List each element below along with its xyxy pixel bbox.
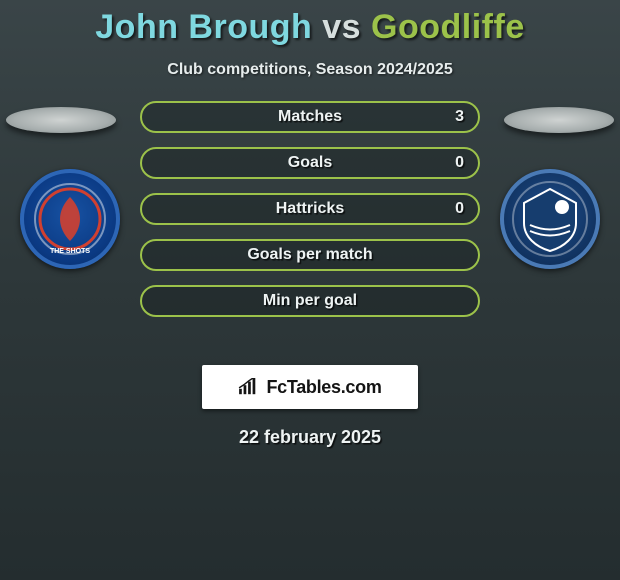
subtitle: Club competitions, Season 2024/2025 bbox=[0, 61, 620, 79]
fctables-watermark: FcTables.com bbox=[202, 365, 418, 409]
stat-bar: Hattricks 0 bbox=[140, 193, 480, 225]
bar-chart-icon bbox=[238, 378, 260, 396]
stat-value-right: 0 bbox=[455, 200, 464, 218]
player1-silhouette-shadow bbox=[6, 107, 116, 133]
comparison-stage: THE SHOTS Matches3Goals0Hattricks0Goals … bbox=[0, 101, 620, 347]
stat-value-right: 0 bbox=[455, 154, 464, 172]
stat-label: Min per goal bbox=[263, 292, 357, 310]
comparison-date: 22 february 2025 bbox=[0, 427, 620, 448]
stat-bar: Goals 0 bbox=[140, 147, 480, 179]
svg-text:THE SHOTS: THE SHOTS bbox=[50, 248, 90, 255]
vs-label: vs bbox=[322, 8, 361, 46]
crest-left-icon: THE SHOTS bbox=[20, 169, 120, 269]
stat-bar: Matches 3 bbox=[140, 101, 480, 133]
aldershot-town-crest: THE SHOTS bbox=[20, 169, 120, 269]
page-title: John Brough vs Goodliffe bbox=[0, 0, 620, 47]
crest-right-icon bbox=[500, 169, 600, 269]
player2-silhouette-shadow bbox=[504, 107, 614, 133]
player2-name: Goodliffe bbox=[371, 8, 525, 46]
stat-bar: Goals per match bbox=[140, 239, 480, 271]
stat-value-right: 3 bbox=[455, 108, 464, 126]
stat-bar: Min per goal bbox=[140, 285, 480, 317]
stat-bars: Matches 3 Goals 0 Hattricks 0 Goals per match M… bbox=[140, 101, 480, 317]
stat-label: Goals per match bbox=[247, 246, 372, 264]
southend-united-crest bbox=[500, 169, 600, 269]
watermark-text: FcTables.com bbox=[266, 377, 381, 398]
stat-label: Matches bbox=[278, 108, 342, 126]
stat-label: Goals bbox=[288, 154, 332, 172]
player1-name: John Brough bbox=[95, 8, 312, 46]
stat-label: Hattricks bbox=[276, 200, 344, 218]
